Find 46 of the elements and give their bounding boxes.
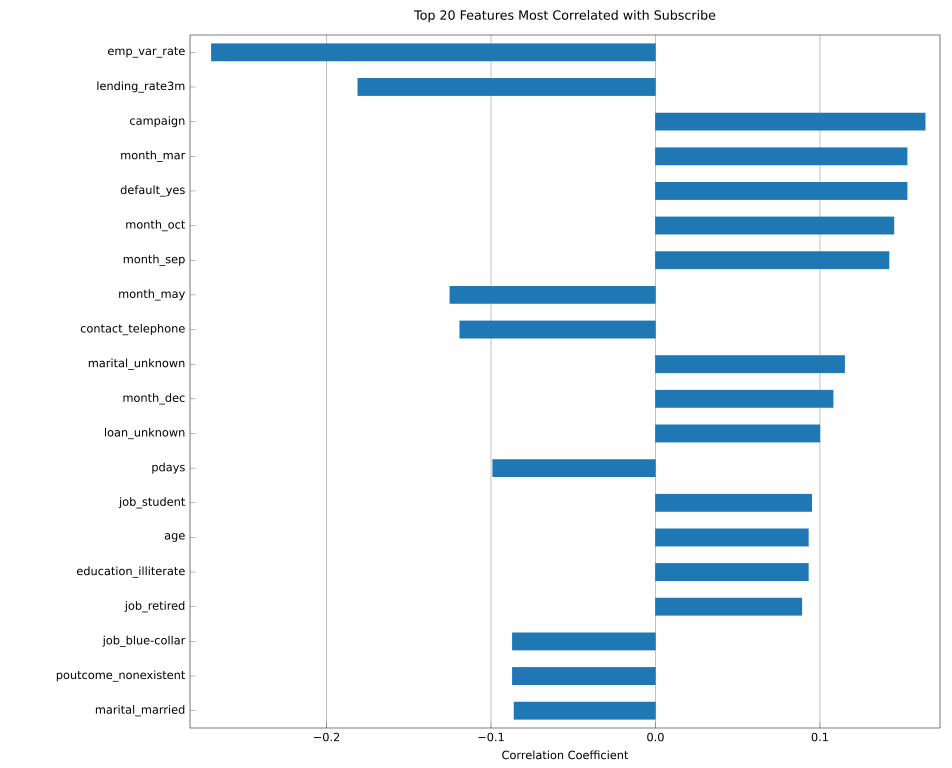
y-tick-label: month_dec (123, 393, 185, 404)
x-tick-label: 0.0 (647, 732, 664, 742)
y-tick-label: loan_unknown (104, 428, 184, 440)
y-tick-label: marital_married (96, 705, 184, 716)
y-tick-label: month_may (119, 289, 185, 301)
bar (655, 182, 908, 200)
y-tick-label: job_blue-collar (102, 636, 186, 648)
bar (655, 251, 890, 270)
y-tick-label: month_mar (121, 150, 186, 162)
y-tick-label: job_retired (124, 601, 184, 612)
chart-title: Top 20 Features Most Correlated with Subscribe (414, 10, 716, 22)
y-tick-label: job_student (118, 497, 186, 508)
y-tick-label: marital_unknown (88, 358, 184, 370)
bar (514, 702, 656, 720)
y-tick-label: pdays (152, 462, 185, 474)
bar (512, 667, 656, 685)
y-tick-label: campaign (130, 116, 184, 128)
bar (655, 355, 845, 374)
y-tick-label: education_illiterate (76, 566, 185, 578)
y-tick-label: age (164, 533, 185, 542)
y-tick-label: default_yes (120, 185, 185, 197)
bar (655, 424, 820, 442)
bar (512, 632, 656, 650)
bar (655, 494, 812, 512)
y-tick-label: contact_telephone (80, 324, 185, 336)
y-tick-label: month_sep (124, 254, 185, 266)
bar (655, 147, 908, 166)
bar (655, 528, 809, 546)
bar (655, 598, 802, 616)
bar (357, 78, 656, 96)
bar (211, 43, 656, 62)
x-tick-label: −0.1 (478, 732, 504, 742)
x-axis-title: Correlation Coefficient (502, 750, 628, 760)
bar (655, 112, 926, 131)
y-tick-label: lending_rate3m (97, 81, 184, 93)
bar (655, 216, 894, 235)
bar (492, 459, 656, 478)
bar (459, 320, 656, 338)
bar (655, 563, 809, 582)
bar (655, 390, 834, 408)
x-tick-label: 0.1 (812, 732, 828, 742)
bar (450, 286, 656, 304)
y-tick-label: month_oct (126, 220, 186, 232)
y-tick-label: emp_var_rate (108, 47, 185, 58)
x-tick-label: −0.2 (314, 732, 340, 742)
y-tick-label: poutcome_nonexistent (56, 670, 186, 682)
